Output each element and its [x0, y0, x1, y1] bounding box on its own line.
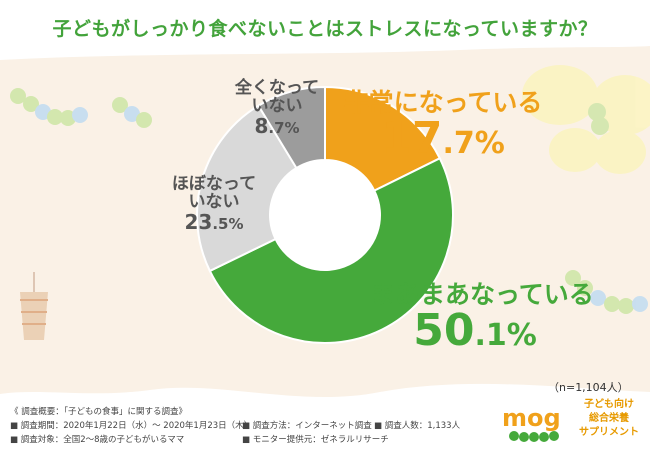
value-decimal: .1	[474, 318, 507, 354]
sample-size: （n=1,104人）	[548, 381, 629, 394]
pie-slice	[208, 156, 454, 344]
value-decimal: .7	[442, 126, 475, 162]
survey-note-item: ■ 調査人数：1,133人	[374, 421, 461, 431]
logo-text: mog	[502, 404, 561, 432]
slice-value: 17.7%	[338, 116, 548, 162]
slice-value: 23.5%	[166, 209, 262, 234]
donut-hole	[270, 160, 380, 270]
survey-note-item: ■ モニター提供元：ゼネラルリサーチ	[242, 435, 389, 445]
slice-name: いない	[251, 95, 303, 116]
lantern-decoration	[20, 272, 48, 340]
tagline-line: 総合栄養	[589, 413, 629, 424]
slice-label: まあまあなっている 50.1%	[370, 280, 594, 354]
slice-name: 全くなって	[234, 78, 320, 98]
brand-tagline: 子ども向け総合栄養サプリメント	[578, 398, 640, 440]
mog-logo: mog	[502, 404, 561, 442]
value-unit: %	[474, 126, 505, 162]
slice-value: 8.7%	[232, 113, 322, 138]
value-integer: 23	[184, 209, 213, 234]
survey-note-item: ■ 調査方法：インターネット調査	[242, 421, 372, 431]
slice-name: まあまあなっている	[370, 280, 594, 309]
tagline-line: 子ども向け	[584, 399, 634, 410]
survey-note-item: 《 調査概要：「子どもの食事」に関する調査》	[10, 407, 187, 417]
caterpillar-right	[565, 270, 648, 314]
survey-note-item: ■ 調査期間：2020年1月22日（水）～ 2020年1月23日（木）	[10, 421, 253, 431]
survey-note-item: ■ 調査対象：全国2～8歳の子どもがいるママ	[10, 435, 185, 445]
slice-label: ほぼなって いない 23.5%	[166, 174, 262, 234]
slice-label: 非常になっている 17.7%	[338, 88, 548, 162]
slice-value: 50.1%	[370, 308, 580, 354]
slice-name: いない	[188, 191, 240, 212]
value-unit: %	[228, 214, 244, 233]
caterpillar-left	[10, 88, 88, 126]
chart-title: 子どもがしっかり食べないことはストレスになっていますか？	[52, 18, 598, 40]
survey-note-row: ■ 調査期間：2020年1月22日（水）～ 2020年1月23日（木） ■ 調査方…	[10, 419, 480, 433]
value-decimal: .7	[268, 118, 285, 137]
brand-block: mog 子ども向け総合栄養サプリメント	[500, 396, 640, 446]
donut-chart	[196, 85, 454, 344]
slice-name: 非常になっている	[343, 88, 543, 117]
value-decimal: .5	[212, 214, 229, 233]
butterfly	[522, 65, 650, 174]
value-integer: 17	[381, 113, 443, 165]
value-integer: 50	[413, 305, 475, 357]
survey-note-row: ■ 調査対象：全国2～8歳の子どもがいるママ ■ モニター提供元：ゼネラルリサーチ	[10, 433, 480, 447]
survey-notes: 《 調査概要：「子どもの食事」に関する調査》 ■ 調査期間：2020年1月22日（…	[10, 405, 480, 447]
slice-name: ほぼなって	[171, 174, 257, 194]
value-integer: 8	[254, 113, 269, 138]
caterpillar-left-2	[112, 97, 152, 128]
tagline-line: サプリメント	[579, 427, 639, 438]
value-unit: %	[506, 318, 537, 354]
survey-note-row: 《 調査概要：「子どもの食事」に関する調査》	[10, 405, 480, 419]
value-unit: %	[284, 118, 300, 137]
slice-label: 全くなって いない 8.7%	[232, 78, 322, 138]
